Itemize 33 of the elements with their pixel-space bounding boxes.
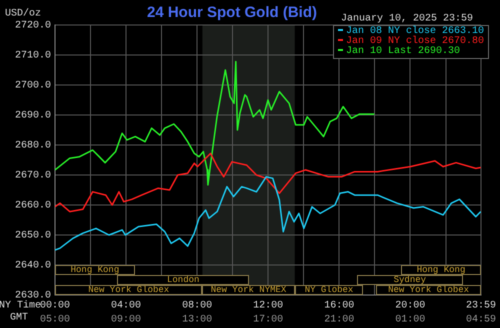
x-tick-label: 16:00 [324,300,354,312]
x-tick-label: 00:00 [40,300,70,312]
x-tick-label: 12:00 [253,300,284,312]
y-tick-label: 2680.0 [14,140,51,152]
x2-tick-label: 21:00 [324,314,354,326]
x-tick-label: 04:00 [111,300,142,312]
x2-tick-label: 09:00 [111,314,142,326]
x2-tick-label: 04:59 [466,314,496,326]
y-tick-label: 2700.0 [14,80,51,92]
y-tick-label: 2650.0 [14,230,51,242]
x-tick-label: 08:00 [182,300,212,312]
x2-axis-title: GMT [10,312,28,324]
x2-tick-label: 05:00 [40,314,70,326]
legend-label: Jan 08 NY close 2663.10 [344,26,484,37]
x-tick-label: 23:59 [466,300,496,312]
y-tick-label: 2670.0 [14,170,51,182]
x2-tick-label: 17:00 [253,314,284,326]
x2-tick-label: 13:00 [182,314,212,326]
legend-label: Jan 09 NY close 2670.80 [344,36,484,47]
y-axis-title: USD/oz [5,8,42,20]
text: January 10, 2025 23:59 [340,14,473,25]
x-tick-label: 20:00 [395,300,426,312]
y-tick-label: 2720.0 [14,20,51,32]
y-tick-label: 2710.0 [14,50,51,62]
chart-title: 24 Hour Spot Gold (Bid) [147,4,317,22]
y-tick-label: 2640.0 [14,260,51,272]
y-tick-label: 2660.0 [14,200,51,212]
x-axis-title: NY Time [0,300,41,312]
session-box: Hong Kong [55,265,135,275]
x2-tick-label: 01:00 [395,314,426,326]
legend-label: Jan 10 Last 2690.30 [344,46,461,57]
y-tick-label: 2690.0 [14,110,51,122]
session-box: Hong Kong [401,265,481,275]
